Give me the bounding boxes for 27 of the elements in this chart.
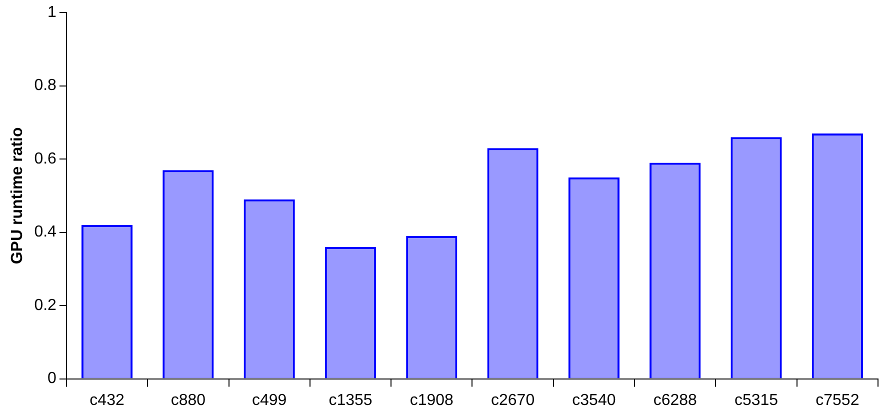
bar	[812, 133, 863, 378]
x-tick-label: c1355	[328, 392, 372, 409]
bar	[487, 148, 538, 378]
x-tick-label: c7552	[816, 392, 860, 409]
bar	[324, 246, 376, 378]
bar	[568, 177, 620, 378]
x-tick-label: c6288	[653, 392, 698, 409]
x-tick-label: c880	[170, 392, 206, 409]
y-axis-title: GPU runtime ratio	[9, 127, 26, 264]
bar	[406, 236, 458, 378]
x-tick-label: c1908	[410, 392, 454, 409]
y-tick-label: 1	[48, 4, 57, 22]
bar	[244, 199, 295, 378]
x-tick-label: c2670	[491, 392, 535, 409]
bar	[650, 162, 701, 378]
y-tick-label: 0.2	[34, 296, 57, 314]
y-tick-label: 0.4	[34, 224, 57, 241]
bar	[730, 137, 782, 378]
y-tick-label: 0	[48, 370, 57, 388]
y-tick-label: 0.8	[34, 77, 57, 94]
y-tick-label: 0.6	[34, 150, 57, 168]
x-tick-label: c3540	[572, 392, 616, 409]
bar	[162, 170, 214, 378]
x-tick-label: c432	[90, 392, 124, 409]
x-tick-label: c499	[252, 392, 287, 409]
x-tick-label: c5315	[734, 392, 778, 409]
bar	[81, 224, 133, 378]
